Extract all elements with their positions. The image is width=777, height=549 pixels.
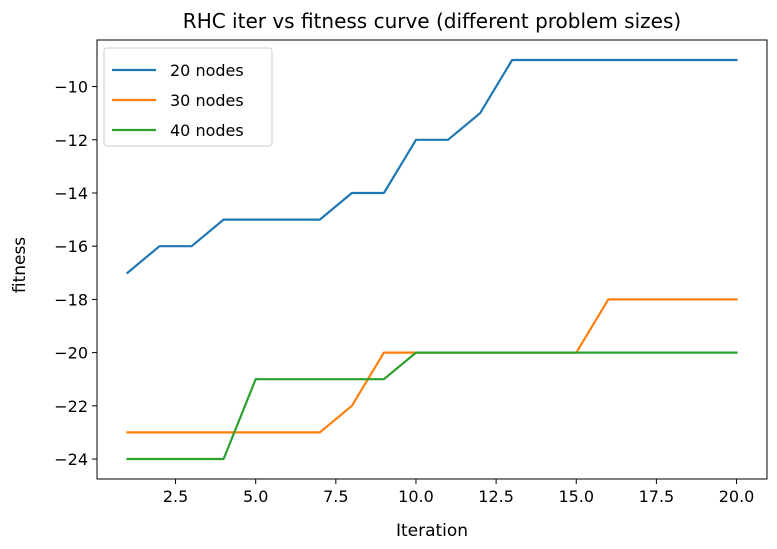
x-axis: 2.5 5.0 7.5 10.0 12.5 15.0 17.5 20.0 [163,479,755,506]
legend: 20 nodes 30 nodes 40 nodes [103,47,273,147]
x-tick-label: 10.0 [398,487,434,506]
x-tick-label: 5.0 [243,487,268,506]
x-tick-label: 12.5 [478,487,514,506]
series-line-40-nodes [126,351,738,461]
y-tick-label: −10 [54,78,88,97]
x-axis-label: Iteration [396,521,468,541]
y-axis-label: fitness [10,237,30,293]
plot-frame [96,39,768,480]
legend-box [103,47,273,147]
y-tick-label: −22 [54,397,88,416]
y-tick-label: −14 [54,184,88,203]
y-axis: −10 −12 −14 −16 −18 −20 −22 −24 [54,78,97,469]
chart-title: RHC iter vs fitness curve (different pro… [183,9,681,33]
y-tick-label: −12 [54,131,88,150]
y-tick-label: −16 [54,237,88,256]
series-line-20-nodes [125,58,738,275]
legend-label-40-nodes: 40 nodes [170,121,244,140]
legend-label-20-nodes: 20 nodes [170,61,244,80]
x-tick-label: 2.5 [163,487,188,506]
x-tick-label: 7.5 [323,487,348,506]
y-tick-label: −24 [54,450,88,469]
x-tick-label: 20.0 [719,487,755,506]
x-tick-label: 17.5 [639,487,675,506]
y-tick-label: −18 [54,290,88,309]
x-tick-label: 15.0 [558,487,594,506]
legend-label-30-nodes: 30 nodes [170,91,244,110]
series-layer [125,58,738,461]
y-tick-label: −20 [54,344,88,363]
